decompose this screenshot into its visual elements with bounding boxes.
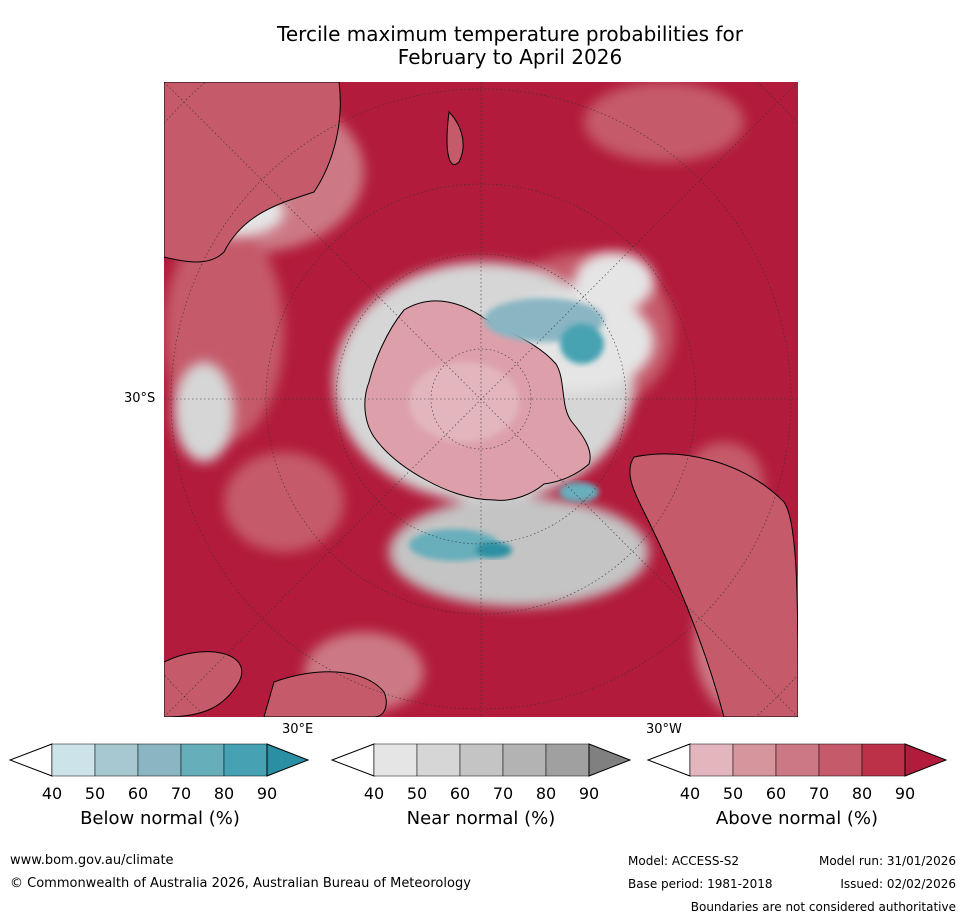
website-link[interactable]: www.bom.gov.au/climate: [10, 853, 174, 868]
longitude-label-30e: 30°E: [282, 722, 314, 737]
map-title-line2: February to April 2026: [397, 45, 623, 69]
colorbar-below-normal-label: Below normal (%): [80, 808, 240, 829]
base-period: Base period: 1981-2018: [628, 877, 773, 891]
below-normal-patches: [409, 298, 604, 561]
colorbar-above-normal: [646, 743, 948, 777]
continent-outlines: [164, 82, 798, 717]
copyright-notice: © Commonwealth of Australia 2026, Austra…: [10, 876, 471, 891]
colorbar-below-normal: [8, 743, 310, 777]
graticule: [164, 82, 798, 717]
map-title-line1: Tercile maximum temperature probabilitie…: [277, 22, 743, 46]
colorbar-near-normal-label: Near normal (%): [406, 808, 556, 829]
colorbar-above-normal-label: Above normal (%): [715, 808, 879, 829]
longitude-label-30w: 30°W: [646, 722, 682, 737]
boundaries-disclaimer: Boundaries are not considered authoritat…: [690, 900, 956, 914]
model-run-date: Model run: 31/01/2026: [818, 854, 956, 868]
model-name: Model: ACCESS-S2: [628, 854, 740, 868]
probability-map: [164, 82, 798, 717]
latitude-label-30s: 30°S: [124, 391, 156, 406]
colorbar-near-normal: [330, 743, 632, 777]
issued-date: Issued: 02/02/2026: [840, 877, 956, 891]
